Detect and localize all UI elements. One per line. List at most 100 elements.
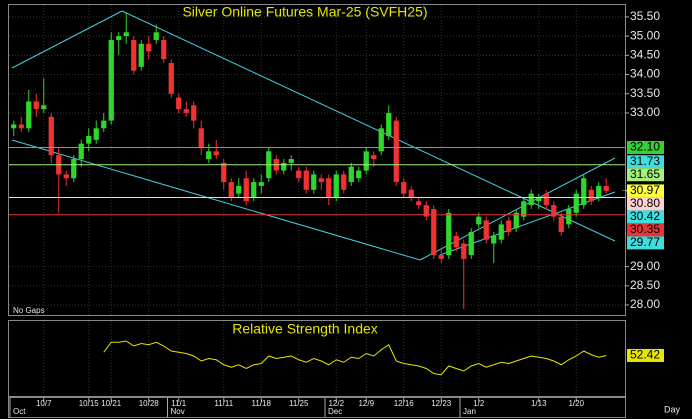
price-label-box: [627, 223, 664, 237]
candle-body: [116, 36, 122, 40]
candle-body: [93, 128, 99, 140]
candle-body: [453, 235, 459, 248]
price-label-box: [627, 210, 664, 224]
candle-body: [63, 174, 69, 179]
y-tick-label: 35.00: [630, 28, 660, 42]
rsi-label-box: [627, 348, 664, 362]
trendline: [419, 157, 616, 261]
candle-body: [18, 124, 24, 129]
x-tick-label: 10/7: [36, 399, 52, 408]
candle-body: [461, 243, 467, 259]
candle-body: [446, 212, 452, 256]
price-label-box: [627, 184, 664, 198]
candle-body: [603, 185, 609, 191]
candle-body: [551, 205, 557, 217]
x-tick-label: 1/2: [473, 399, 485, 408]
candle-body: [386, 112, 392, 136]
candle-body: [198, 128, 204, 148]
candle-body: [566, 208, 572, 225]
candle-body: [371, 155, 377, 160]
price-label: 30.35: [630, 222, 660, 236]
candle-body: [101, 120, 107, 129]
candle-body: [296, 170, 302, 179]
price-label: 32.10: [630, 140, 660, 154]
price-label: 29.77: [630, 235, 660, 249]
footnote: No Gaps: [13, 306, 45, 315]
rsi-label: 52.42: [630, 348, 660, 362]
candle-body: [521, 201, 527, 217]
candle-body: [41, 105, 47, 110]
candle-body: [78, 143, 84, 160]
y-tick-label: 33.50: [630, 86, 660, 100]
x-tick-label: 11/11: [214, 399, 233, 408]
candle-body: [288, 159, 294, 163]
price-label-box: [627, 236, 664, 250]
candle-body: [191, 105, 197, 121]
candle-body: [356, 170, 362, 179]
price-panel: [8, 4, 626, 316]
price-label: 31.65: [630, 167, 660, 181]
x-tick-label: 1/20: [568, 399, 584, 408]
candle-body: [71, 159, 77, 179]
candle-body: [416, 201, 422, 206]
candle-body: [513, 212, 519, 229]
candle-body: [206, 151, 212, 160]
candle-body: [341, 174, 347, 190]
x-tick-label: 10/15: [79, 399, 100, 408]
candle-body: [153, 32, 159, 40]
candle-body: [228, 182, 234, 198]
candle-body: [161, 39, 167, 60]
candle-body: [176, 97, 182, 110]
candle-body: [581, 178, 587, 206]
candle-body: [258, 182, 264, 186]
candle-body: [123, 32, 129, 37]
candle-body: [86, 135, 92, 144]
rsi-title: Relative Strength Index: [232, 321, 378, 337]
y-tick-label: 35.50: [630, 9, 660, 23]
candle-body: [596, 185, 602, 198]
price-label-box: [627, 155, 664, 169]
candle-body: [468, 232, 474, 256]
candle-body: [528, 193, 534, 206]
candle-body: [138, 43, 144, 67]
x-tick-label: 11/1: [171, 399, 187, 408]
price-label-box: [627, 197, 664, 211]
candle-body: [243, 178, 249, 202]
y-tick-label: 28.00: [630, 297, 660, 311]
x-tick-label: 12/2: [328, 399, 344, 408]
candle-body: [108, 39, 114, 121]
candle-body: [363, 151, 369, 171]
candle-body: [393, 120, 399, 183]
candle-body: [146, 43, 152, 52]
y-tick-label: 34.50: [630, 47, 660, 61]
candle-body: [408, 189, 414, 198]
candle-body: [311, 174, 317, 190]
price-label: 30.42: [630, 209, 660, 223]
candle-body: [26, 101, 32, 129]
candle-body: [213, 151, 219, 156]
candle-body: [438, 255, 444, 259]
candle-body: [11, 124, 17, 129]
candle-body: [498, 224, 504, 240]
trendline: [11, 139, 421, 261]
candle-body: [303, 170, 309, 190]
candle-body: [506, 220, 512, 233]
candle-body: [378, 128, 384, 152]
month-label: Dec: [328, 407, 342, 416]
price-label: 30.97: [630, 183, 660, 197]
y-tick-label: 34.00: [630, 67, 660, 81]
candle-body: [131, 39, 137, 71]
candle-body: [558, 216, 564, 233]
candle-body: [33, 101, 39, 110]
date-axis: [8, 397, 626, 418]
x-tick-label: 12/9: [358, 399, 374, 408]
period-label: Day: [664, 404, 681, 414]
month-label: Nov: [171, 407, 185, 416]
candle-body: [333, 174, 339, 198]
candle-body: [588, 189, 594, 202]
price-label: 31.73: [630, 154, 660, 168]
month-label: Oct: [13, 407, 26, 416]
candle-body: [573, 193, 579, 213]
x-tick-label: 1/13: [531, 399, 547, 408]
